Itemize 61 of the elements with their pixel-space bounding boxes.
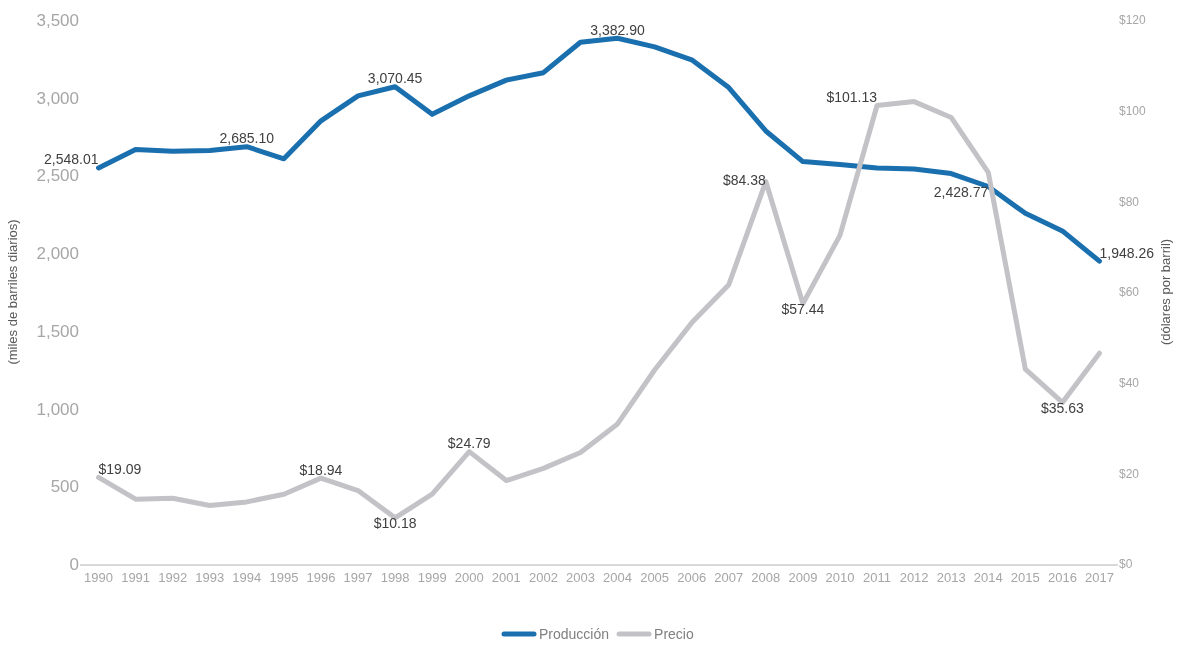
- y2-tick-label: $120: [1119, 13, 1147, 28]
- x-tick-label: 2015: [1010, 569, 1040, 585]
- x-tick-label: 2005: [640, 569, 670, 585]
- y-tick-label: 1,000: [36, 399, 79, 419]
- data-label: $10.18: [373, 515, 417, 532]
- y-axis-title: (miles de barriles diarios): [5, 219, 21, 365]
- x-tick-label: 2007: [714, 569, 744, 585]
- legend-label: Producción: [539, 626, 610, 643]
- data-label: $24.79: [447, 435, 491, 452]
- y2-tick-label: $0: [1119, 557, 1133, 572]
- x-tick-label: 2003: [566, 569, 595, 585]
- data-label: 1,948.26: [1099, 244, 1155, 261]
- x-tick-label: 2002: [528, 569, 558, 585]
- y-tick-label: 3,000: [36, 88, 79, 108]
- y2-tick-label: $20: [1119, 466, 1140, 481]
- x-tick-label: 2011: [863, 569, 892, 585]
- data-label: $101.13: [826, 89, 878, 106]
- y-tick-label: 1,500: [36, 321, 79, 341]
- x-tick-label: 2013: [936, 569, 966, 585]
- x-tick-label: 2009: [788, 569, 818, 585]
- y2-axis-title: (dólares por barril): [1157, 238, 1173, 346]
- x-tick-label: 1995: [269, 569, 299, 585]
- y2-tick-label: $100: [1119, 103, 1147, 118]
- data-label: $18.94: [299, 461, 343, 478]
- x-tick-label: 2001: [491, 569, 521, 585]
- x-tick-label: 2016: [1047, 569, 1077, 585]
- y-tick-label: 2,000: [36, 244, 79, 264]
- data-label: $84.38: [722, 171, 767, 188]
- x-tick-label: 1991: [121, 569, 151, 585]
- x-tick-label: 2000: [454, 569, 484, 585]
- x-tick-label: 2004: [603, 569, 632, 585]
- x-tick-label: 1999: [417, 569, 447, 585]
- x-tick-label: 2012: [899, 569, 929, 585]
- y-tick-label: 2,500: [36, 166, 79, 186]
- y2-tick-label: $40: [1119, 375, 1140, 390]
- y-tick-label: 3,500: [36, 10, 79, 30]
- y2-tick-label: $80: [1119, 194, 1140, 209]
- legend-label: Precio: [654, 626, 694, 643]
- data-label: $35.63: [1040, 399, 1085, 416]
- x-tick-label: 1992: [158, 569, 188, 585]
- data-label: 2,685.10: [219, 130, 275, 147]
- y2-tick-label: $60: [1119, 285, 1140, 300]
- x-tick-label: 1993: [195, 569, 225, 585]
- data-label: 2,428.77: [933, 184, 989, 200]
- x-tick-label: 1996: [306, 569, 336, 585]
- x-tick-label: 2008: [751, 569, 781, 585]
- x-tick-label: 2014: [973, 569, 1003, 585]
- data-label: 3,070.45: [367, 70, 423, 87]
- x-tick-label: 1997: [343, 569, 373, 585]
- x-tick-label: 1990: [84, 569, 113, 585]
- data-label: 2,548.01: [44, 151, 99, 168]
- data-label: $57.44: [781, 301, 825, 318]
- y-tick-label: 0: [69, 554, 79, 574]
- x-tick-label: 1994: [232, 569, 262, 585]
- y-tick-label: 500: [50, 477, 79, 497]
- x-tick-label: 1998: [380, 569, 410, 585]
- x-tick-label: 2010: [825, 569, 855, 585]
- data-label: 3,382.90: [590, 21, 645, 38]
- x-tick-label: 2017: [1085, 569, 1114, 585]
- data-label: $19.09: [98, 460, 142, 477]
- x-tick-label: 2006: [677, 569, 707, 585]
